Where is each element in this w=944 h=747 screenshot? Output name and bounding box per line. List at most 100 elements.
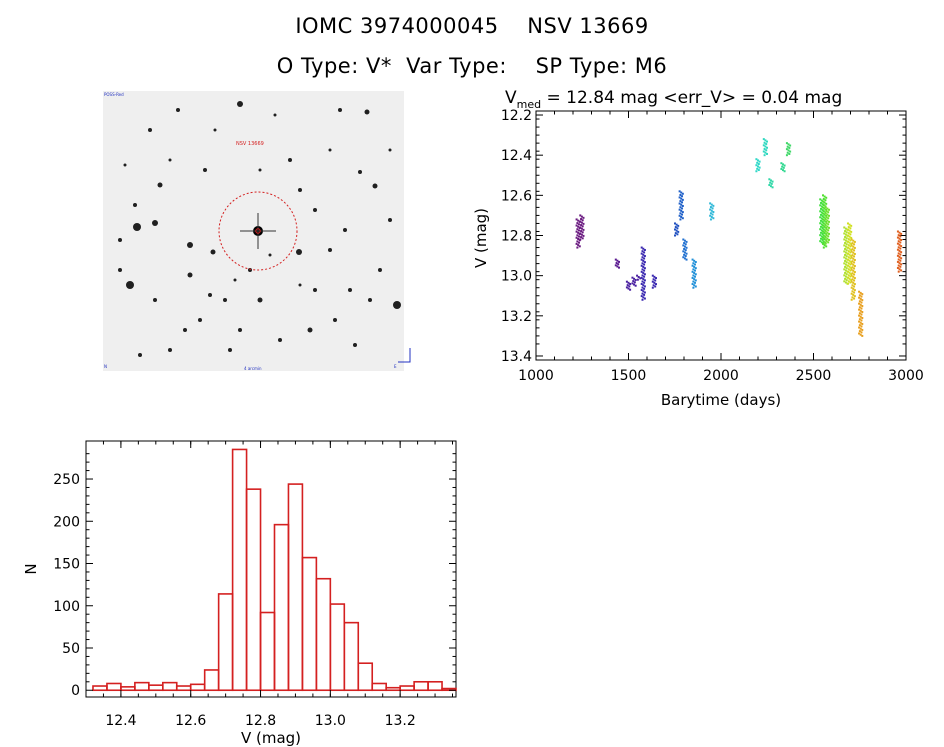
lc-data-point [823,219,826,222]
lc-data-point [614,258,617,261]
lc-data-point [820,199,823,202]
lc-data-point [846,282,849,285]
lc-data-point [858,324,861,327]
lc-data-point [819,240,822,243]
lc-data-point [643,279,646,282]
lc-data-point [822,216,825,219]
lc-data-point [823,231,826,234]
lc-data-point [859,321,862,324]
lc-data-point [853,243,856,246]
lc-data-point [821,227,824,230]
lc-data-point [844,281,847,284]
hist-bar [106,682,122,692]
lc-data-point [859,303,862,306]
lc-data-point [896,236,899,239]
hist-bar [273,523,290,692]
lc-data-point [577,235,580,238]
lc-data-point [582,234,585,237]
lc-data-point [578,245,581,248]
compass-icon [398,348,411,363]
lc-data-point [900,251,903,254]
lc-data-point [681,195,684,198]
lc-data-point [642,265,645,268]
lc-data-point [625,280,628,283]
lc-data-point [861,305,864,308]
star-dot [208,293,212,297]
lc-data-point [786,145,789,148]
lc-data-point [896,260,899,263]
lc-data-point [825,228,828,231]
lc-data-point [681,201,684,204]
lc-data-point [755,170,758,173]
target-marker [255,228,261,234]
lc-data-point [846,234,849,237]
lc-data-point [694,261,697,264]
lc-data-point [844,242,847,245]
lc-data-point [827,226,830,229]
lc-y-tick-label: 12.2 [501,108,532,124]
star-dot [278,338,282,342]
lc-data-point [643,248,646,251]
lc-data-point [652,278,655,281]
lc-data-point [850,236,853,239]
lc-data-point [848,271,851,274]
lc-data-point [643,285,646,288]
star-dot [168,158,172,162]
hist-y-tick-label: 50 [62,641,80,657]
lc-data-point [681,211,684,214]
star-dot [257,297,263,303]
lc-data-point [709,212,712,215]
lc-data-point [575,224,578,227]
lc-data-point [821,232,824,235]
lc-data-point [681,213,684,216]
lc-data-point [858,290,861,293]
lc-data-point [674,226,677,229]
lc-data-point [899,235,902,238]
lc-data-point [826,207,829,210]
lc-data-point [642,290,645,293]
lc-data-point [758,160,761,163]
lc-data-point [896,248,899,251]
lc-data-point [577,223,580,226]
lc-data-point [685,252,688,255]
lc-data-point [674,232,677,235]
lc-data-point [642,278,645,281]
hist-x-tick-label: 12.8 [245,713,276,729]
lc-data-point [678,190,681,193]
lc-data-point [580,218,583,221]
lc-data-point [580,227,583,230]
lc-data-point [849,269,852,272]
hist-bar [134,681,150,692]
lc-data-point [691,283,694,286]
lc-data-point [643,255,646,258]
lc-data-point [582,216,585,219]
lc-data-point [683,257,686,260]
lc-data-point [577,229,580,232]
hist-bar [217,593,234,692]
lc-data-point [850,298,853,301]
lc-data-point [852,245,855,248]
lc-data-point [822,197,825,200]
lc-data-point [820,219,823,222]
lc-data-point [823,213,826,216]
lc-data-point [859,315,862,318]
lc-data-point [577,225,580,228]
lc-data-point [682,238,685,241]
lc-data-point [822,210,825,213]
lc-data-point [683,245,686,248]
lc-data-point [899,259,902,262]
lc-data-point [643,273,646,276]
lc-y-tick-label: 13.4 [501,349,532,365]
lc-data-point [853,289,856,292]
hist-bar [385,686,401,692]
lc-data-point [691,270,694,273]
lc-data-point [860,307,863,310]
star-dot [228,348,232,352]
lc-data-point [844,239,847,242]
lc-data-point [852,239,855,242]
lc-data-point [575,230,578,233]
lc-data-point [896,254,899,257]
lc-data-point [860,295,863,298]
star-dot [313,288,317,292]
lc-data-point [858,314,861,317]
